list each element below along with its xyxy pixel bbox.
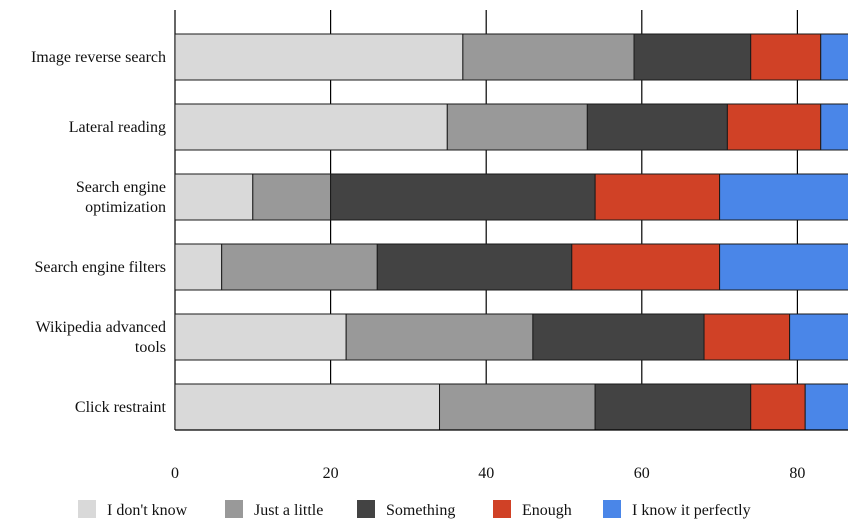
bar-0-series-3: [750, 33, 822, 81]
category-label-line: optimization: [85, 199, 166, 216]
bar-4-series-1: [345, 313, 534, 361]
bar-1-series-0: [175, 103, 448, 151]
x-tick-label: 20: [323, 465, 339, 482]
category-label-line: Lateral reading: [69, 119, 166, 136]
legend-swatch: [493, 500, 511, 518]
x-tick-labels: 0 20 40 60 80: [171, 465, 805, 482]
bar-4-series-2: [532, 313, 705, 361]
category-label-line: Image reverse search: [31, 49, 166, 66]
bar-4-series-4: [789, 313, 848, 361]
x-tick-label: 40: [478, 465, 494, 482]
bar-4-series-0: [175, 313, 347, 361]
legend-label: Just a little: [254, 502, 323, 519]
bar-5-series-4: [804, 383, 848, 431]
bar-2-series-1: [252, 173, 332, 221]
legend-label: Something: [386, 502, 455, 519]
bar-3-series-1: [221, 243, 378, 291]
bar-5-series-1: [439, 383, 596, 431]
x-tick-label: 0: [171, 465, 179, 482]
bar-2-series-2: [330, 173, 596, 221]
x-tick-label: 60: [634, 465, 650, 482]
category-label: Lateral reading: [69, 119, 166, 136]
category-label-line: Wikipedia advanced: [36, 319, 166, 336]
bar-5-series-2: [594, 383, 752, 431]
legend-swatch: [603, 500, 621, 518]
category-label: Search engine optimization: [76, 179, 166, 216]
bar-3-series-4: [719, 243, 848, 291]
category-label: Image reverse search: [31, 49, 166, 66]
bar-5-series-0: [175, 383, 441, 431]
bar-3-series-0: [175, 243, 223, 291]
legend-label: Enough: [522, 502, 572, 519]
category-label: Search engine filters: [35, 259, 167, 276]
bar-2-series-3: [594, 173, 721, 221]
category-label-line: Click restraint: [75, 399, 167, 416]
bar-1-series-3: [726, 103, 822, 151]
bar-2-series-4: [719, 173, 848, 221]
legend-label: I know it perfectly: [632, 502, 751, 519]
bar-0-series-0: [175, 33, 464, 81]
bar-3-series-3: [571, 243, 721, 291]
category-label-line: Search engine filters: [35, 259, 167, 276]
bar-1-series-2: [586, 103, 728, 151]
bar-4-series-3: [703, 313, 791, 361]
bar-3-series-2: [376, 243, 573, 291]
bars: [175, 33, 848, 431]
x-tick-label: 80: [789, 465, 805, 482]
legend-swatch: [225, 500, 243, 518]
category-label: Click restraint: [75, 399, 167, 416]
bar-1-series-1: [446, 103, 588, 151]
bar-0-series-4: [820, 33, 848, 81]
category-label-line: tools: [135, 339, 166, 356]
category-label-line: Search engine: [76, 179, 166, 196]
bar-1-series-4: [820, 103, 848, 151]
bar-0-series-1: [462, 33, 635, 81]
bar-2-series-0: [175, 173, 254, 221]
legend-swatch: [78, 500, 96, 518]
legend-label: I don't know: [107, 502, 188, 519]
bar-0-series-2: [633, 33, 752, 81]
category-label: Wikipedia advanced tools: [36, 319, 166, 356]
category-labels: Image reverse search Lateral reading Searc…: [31, 49, 167, 416]
legend: I don't know Just a little Something Enough…: [78, 500, 751, 519]
legend-swatch: [357, 500, 375, 518]
bar-5-series-3: [750, 383, 806, 431]
